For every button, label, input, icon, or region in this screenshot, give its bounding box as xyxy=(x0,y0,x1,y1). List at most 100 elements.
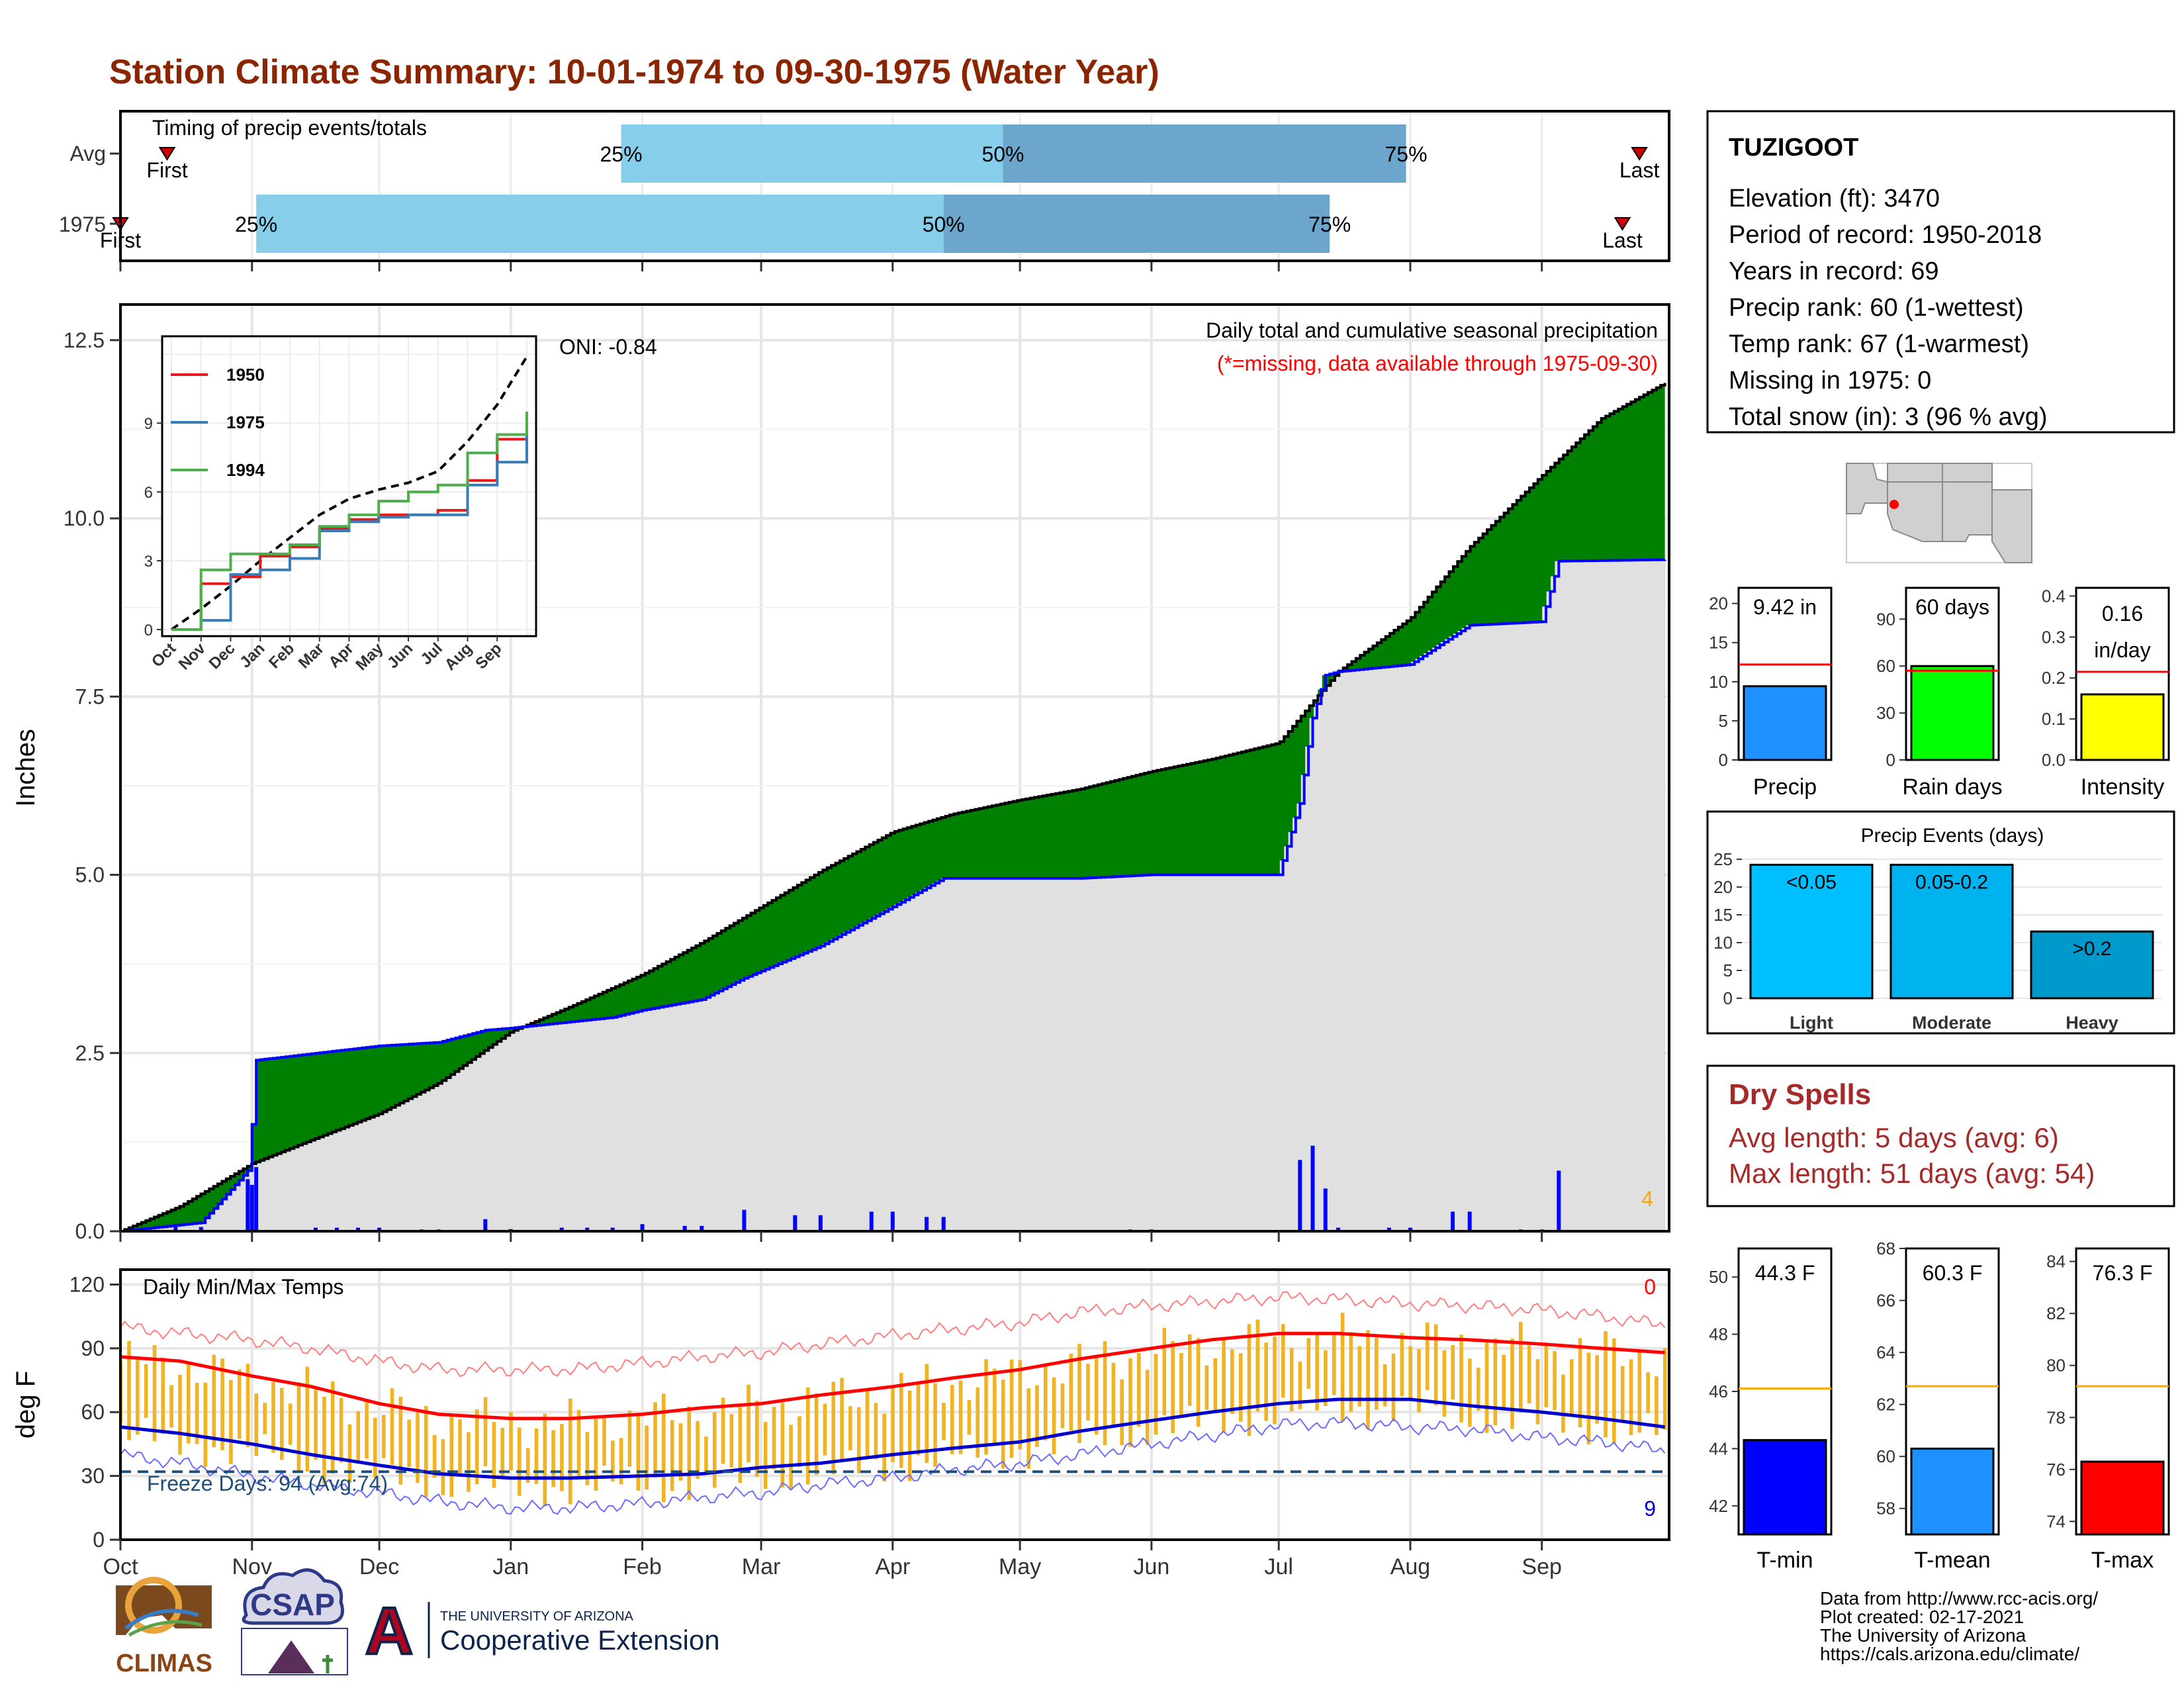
daily-temp-bar xyxy=(280,1387,284,1460)
daily-temp-bar xyxy=(271,1382,275,1453)
events-ytick-label: 5 xyxy=(1723,961,1733,980)
daily-temp-bar xyxy=(1026,1388,1030,1469)
dry-spells-max: Max length: 51 days (avg: 54) xyxy=(1729,1158,2095,1189)
daily-temp-bar xyxy=(1213,1358,1218,1411)
daily-temp-bar xyxy=(958,1380,963,1454)
inset-xtick-label: Apr xyxy=(325,639,357,671)
daily-temp-bar xyxy=(1324,1350,1328,1406)
daily-temp-bar xyxy=(1637,1349,1642,1433)
daily-temp-bar xyxy=(356,1411,361,1464)
daily-temp-bar xyxy=(1179,1352,1183,1417)
mini-chart-ytick-label: 90 xyxy=(1876,609,1895,629)
daily-temp-bar xyxy=(1281,1324,1285,1398)
temp-xtick-label: Sep xyxy=(1522,1554,1562,1579)
avg-max-line xyxy=(120,1331,1665,1421)
daily-temp-bar xyxy=(611,1440,615,1481)
daily-temp-bar xyxy=(296,1382,301,1471)
record-max-line xyxy=(120,1291,1666,1378)
csap-logo: CSAP xyxy=(241,1568,348,1675)
timing-p50-label: 50% xyxy=(923,212,965,236)
temp-mini-label: T-max xyxy=(2091,1548,2154,1573)
temp-mini-ytick-label: 60 xyxy=(1876,1446,1895,1466)
events-bar-label: >0.2 xyxy=(2072,938,2111,960)
temp-mini-label: T-mean xyxy=(1914,1548,1990,1573)
dry-spells-box: Dry Spells Avg length: 5 days (avg: 6) M… xyxy=(1706,1064,2175,1207)
daily-temp-bar xyxy=(1612,1338,1616,1444)
daily-precip-bar xyxy=(640,1224,645,1231)
precip-subheader: (*=missing, data available through 1975-… xyxy=(1217,352,1658,375)
climas-logo: CLIMAS xyxy=(116,1577,212,1677)
daily-temp-bar xyxy=(865,1389,870,1458)
mini-chart-ytick-label: 0.2 xyxy=(2042,668,2066,688)
daily-temp-bar xyxy=(1535,1359,1540,1425)
mini-chart-ytick-label: 60 xyxy=(1876,656,1895,676)
inset-xtick-label: Jan xyxy=(236,639,268,671)
oni-label: ONI: -0.84 xyxy=(559,335,657,359)
daily-precip-bar xyxy=(377,1227,382,1231)
location-map xyxy=(1846,463,2032,563)
temp-mini-ytick-label: 44 xyxy=(1709,1438,1728,1458)
daily-precip-bar xyxy=(700,1225,704,1231)
events-bar xyxy=(1749,863,1874,1000)
csap-logo-text: CSAP xyxy=(250,1587,335,1622)
timing-last-marker xyxy=(1614,217,1631,231)
credit-line: https://cals.arizona.edu/climate/ xyxy=(1820,1644,2079,1664)
daily-temp-bar xyxy=(1519,1321,1523,1413)
daily-temp-bar xyxy=(1527,1345,1531,1404)
precip-panel: 0.0 2.5 5.0 7.5 10.0 12.5 Inches Daily total … xyxy=(11,303,1670,1243)
daily-temp-bar xyxy=(1060,1383,1065,1429)
daily-temp-bar xyxy=(381,1415,386,1458)
daily-precip-bar xyxy=(356,1227,361,1231)
daily-temp-bar xyxy=(263,1403,267,1434)
inset-xtick-label: Nov xyxy=(175,639,210,674)
daily-temp-bar xyxy=(1459,1335,1463,1423)
events-category-label: Light xyxy=(1790,1013,1833,1033)
daily-temp-bar xyxy=(933,1383,937,1467)
temp-xtick-label: Jun xyxy=(1133,1554,1169,1579)
daily-precip-bar xyxy=(1310,1145,1315,1231)
daily-temp-bar xyxy=(441,1439,445,1495)
daily-temp-bar xyxy=(594,1419,598,1491)
temp-mini-bar xyxy=(2080,1460,2165,1536)
daily-temp-bar xyxy=(1137,1352,1141,1427)
daily-precip-bar xyxy=(173,1227,178,1231)
daily-temp-bar xyxy=(467,1432,471,1492)
daily-temp-bar xyxy=(1442,1350,1447,1417)
inset-xtick-label: Dec xyxy=(206,639,239,673)
daily-temp-bar xyxy=(1383,1364,1387,1407)
daily-temp-bar xyxy=(789,1425,793,1489)
events-ytick-label: 10 xyxy=(1713,933,1733,953)
temp-ytick-label: 30 xyxy=(81,1464,105,1488)
daily-temp-bar xyxy=(670,1420,674,1491)
daily-temp-bar xyxy=(1306,1338,1311,1389)
station-line: Period of record: 1950-2018 xyxy=(1729,221,2042,249)
temp-mini-label: T-min xyxy=(1757,1548,1813,1573)
daily-temp-bar xyxy=(738,1407,742,1483)
temp-xtick-label: Jan xyxy=(492,1554,529,1579)
daily-temp-bar xyxy=(1230,1349,1234,1414)
dry-spells-avg: Avg length: 5 days (avg: 6) xyxy=(1729,1122,2059,1153)
daily-precip-bar xyxy=(925,1217,929,1231)
station-info-box: TUZIGOOT Elevation (ft): 3470 Period of … xyxy=(1706,110,2175,434)
daily-temp-bar xyxy=(1502,1354,1506,1409)
inset-ytick-label: 0 xyxy=(144,622,153,639)
temp-mini-ytick-label: 84 xyxy=(2046,1252,2066,1272)
daily-temp-bar xyxy=(576,1410,581,1478)
daily-temp-bar xyxy=(891,1385,895,1462)
daily-temp-bar xyxy=(314,1389,318,1460)
timing-bar-early xyxy=(621,124,1003,183)
daily-temp-bar xyxy=(1510,1338,1514,1429)
precip-ytick-label: 0.0 xyxy=(75,1219,105,1243)
freeze-days-label: Freeze Days: 94 (Avg:74) xyxy=(147,1472,388,1495)
temp-mini-ytick-label: 80 xyxy=(2046,1356,2066,1376)
temp-mini-ytick-label: 78 xyxy=(2046,1407,2066,1427)
daily-temp-bar xyxy=(916,1383,921,1456)
daily-precip-bar xyxy=(793,1215,797,1231)
mini-chart-label: Intensity xyxy=(2081,774,2165,800)
daily-temp-bar xyxy=(322,1396,326,1485)
inset-series-line xyxy=(171,411,528,631)
temp-mini-ytick-label: 82 xyxy=(2046,1303,2066,1323)
daily-precip-bar xyxy=(483,1219,488,1231)
daily-temp-bar xyxy=(585,1432,590,1485)
